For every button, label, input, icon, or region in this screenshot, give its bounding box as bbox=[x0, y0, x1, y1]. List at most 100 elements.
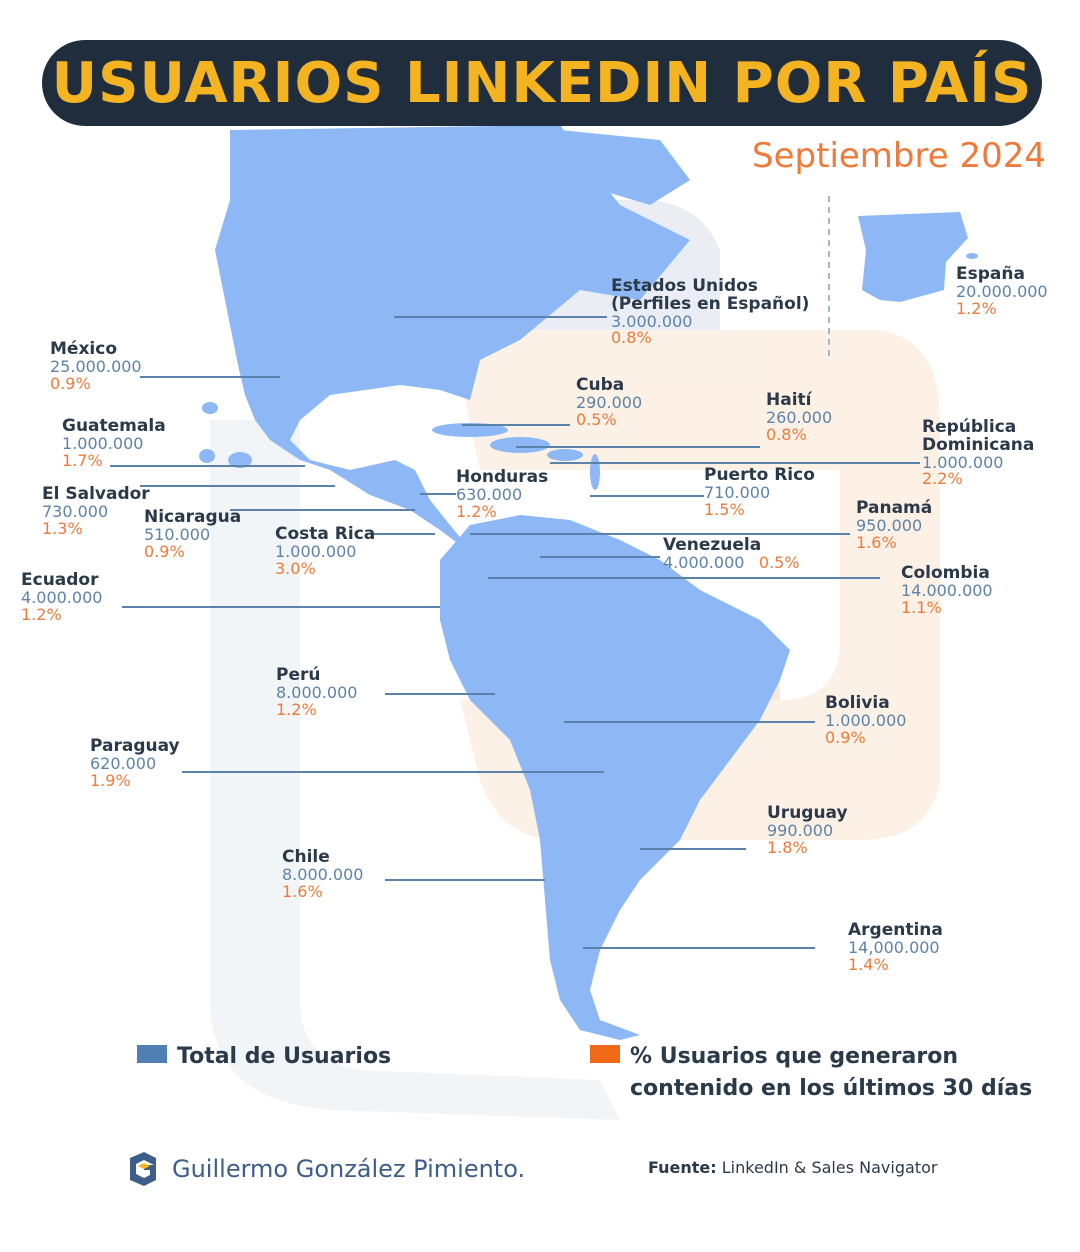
country-name: Argentina bbox=[848, 920, 943, 940]
country-pct: 1.2% bbox=[276, 699, 317, 719]
country-pct: 0.9% bbox=[825, 727, 866, 747]
page-subtitle: Septiembre 2024 bbox=[752, 136, 1046, 176]
country-name: Costa Rica bbox=[275, 524, 376, 544]
country-users: 8.000.000 bbox=[276, 682, 358, 702]
country-name-line2: (Perfiles en Español) bbox=[611, 293, 810, 314]
country-users: 290.000 bbox=[576, 392, 643, 412]
page-title: USUARIOS LINKEDIN POR PAÍS bbox=[51, 50, 1033, 116]
country-users: 1.000.000 bbox=[922, 452, 1004, 472]
source-label: Fuente: bbox=[648, 1158, 717, 1177]
country-pct: 1.6% bbox=[282, 881, 323, 901]
country-name: Bolivia bbox=[825, 693, 890, 713]
country-pct: 1.6% bbox=[856, 532, 897, 552]
country-name: Nicaragua bbox=[144, 507, 242, 527]
brand: Guillermo González Pimiento. bbox=[124, 1150, 525, 1188]
country-pct: 0.9% bbox=[50, 373, 91, 393]
country-users: 4.000.000 bbox=[21, 587, 103, 607]
country-users: 4.000.000 bbox=[663, 552, 745, 572]
legend-swatch-blue bbox=[137, 1045, 167, 1063]
country-name: Colombia bbox=[901, 563, 990, 583]
source-value: LinkedIn & Sales Navigator bbox=[721, 1158, 938, 1177]
country-pct: 1.2% bbox=[21, 604, 62, 624]
country-name: Chile bbox=[282, 847, 330, 867]
country-users: 14,000.000 bbox=[848, 937, 940, 957]
country-el-salvador: El Salvador 730.000 1.3% bbox=[42, 484, 150, 538]
country-name-line2: Dominicana bbox=[922, 434, 1035, 455]
country-chile: Chile 8.000.000 1.6% bbox=[282, 847, 364, 901]
country-pct: 2.2% bbox=[922, 469, 963, 489]
country-users: 630.000 bbox=[456, 484, 523, 504]
country-pct: 1.3% bbox=[42, 518, 83, 538]
spain-shape bbox=[858, 212, 978, 302]
country-users: 8.000.000 bbox=[282, 864, 364, 884]
country-name: República bbox=[922, 417, 1017, 437]
country-name: El Salvador bbox=[42, 484, 150, 504]
country-mexico: México 25.000.000 0.9% bbox=[50, 339, 142, 393]
country-name: Panamá bbox=[856, 498, 933, 518]
country-pct: 0.9% bbox=[144, 541, 185, 561]
country-name: Perú bbox=[276, 665, 321, 685]
country-users: 25.000.000 bbox=[50, 356, 142, 376]
country-panama: Panamá 950.000 1.6% bbox=[856, 498, 933, 552]
country-uruguay: Uruguay 990.000 1.8% bbox=[767, 803, 848, 856]
country-name: Ecuador bbox=[21, 570, 99, 590]
brand-name: Guillermo González Pimiento. bbox=[172, 1155, 526, 1183]
country-costa-rica: Costa Rica 1.000.000 3.0% bbox=[275, 524, 376, 578]
country-pct: 3.0% bbox=[275, 558, 316, 578]
country-bolivia: Bolivia 1.000.000 0.9% bbox=[825, 693, 907, 747]
source-note: Fuente: LinkedIn & Sales Navigator bbox=[648, 1158, 937, 1177]
legend-pct-users: % Usuarios que generaron contenido en lo… bbox=[590, 1041, 1032, 1105]
americas-landmass bbox=[199, 125, 790, 1040]
country-users: 3.000.000 bbox=[611, 311, 693, 331]
legend-swatch-orange bbox=[590, 1045, 620, 1063]
country-honduras: Honduras 630.000 1.2% bbox=[456, 467, 549, 521]
leader-lines bbox=[110, 316, 920, 949]
country-estados-unidos: Estados Unidos (Perfiles en Español) 3.0… bbox=[611, 276, 810, 348]
country-puerto-rico: Puerto Rico 710.000 1.5% bbox=[704, 466, 815, 519]
country-name: Haití bbox=[766, 390, 812, 410]
country-users: 730.000 bbox=[42, 501, 109, 521]
country-pct: 0.8% bbox=[766, 424, 807, 444]
country-peru: Perú 8.000.000 1.2% bbox=[276, 665, 358, 719]
country-pct: 1.1% bbox=[901, 597, 942, 617]
country-name: Honduras bbox=[456, 467, 549, 487]
country-pct: 1.5% bbox=[704, 499, 745, 519]
legend-pct-label: % Usuarios que generaron contenido en lo… bbox=[630, 1041, 1032, 1105]
country-name: Estados Unidos bbox=[611, 276, 758, 296]
country-name: Cuba bbox=[576, 375, 625, 395]
title-banner: USUARIOS LINKEDIN POR PAÍS bbox=[42, 40, 1042, 126]
country-name: México bbox=[50, 339, 117, 359]
country-name: España bbox=[956, 264, 1025, 284]
country-pct: 0.5% bbox=[758, 552, 800, 572]
country-pct: 0.5% bbox=[576, 409, 617, 429]
legend-total-label: Total de Usuarios bbox=[177, 1044, 392, 1069]
country-republica-dominicana: República Dominicana 1.000.000 2.2% bbox=[922, 417, 1035, 489]
country-ecuador: Ecuador 4.000.000 1.2% bbox=[21, 570, 103, 624]
country-users: 950.000 bbox=[856, 515, 923, 535]
country-pct: 0.8% bbox=[611, 328, 652, 348]
country-colombia: Colombia 14.000.000 1.1% bbox=[901, 563, 993, 617]
country-users: 710.000 bbox=[704, 482, 771, 502]
country-pct: 1.4% bbox=[848, 954, 889, 974]
country-pct: 1.2% bbox=[456, 501, 497, 521]
country-name: Paraguay bbox=[90, 736, 180, 756]
country-users: 14.000.000 bbox=[901, 580, 993, 600]
country-argentina: Argentina 14,000.000 1.4% bbox=[848, 920, 943, 974]
country-users: 1.000.000 bbox=[825, 710, 907, 730]
country-nicaragua: Nicaragua 510.000 0.9% bbox=[144, 507, 242, 561]
country-users: 620.000 bbox=[90, 753, 157, 773]
country-pct: 1.9% bbox=[90, 770, 131, 790]
country-name: Uruguay bbox=[767, 803, 848, 823]
country-espana: España 20.000.000 1.2% bbox=[956, 264, 1048, 317]
country-users: 20.000.000 bbox=[956, 281, 1048, 301]
country-users: 990.000 bbox=[767, 820, 834, 840]
country-users: 1.000.000 bbox=[62, 433, 144, 453]
country-users: 1.000.000 bbox=[275, 541, 357, 561]
country-paraguay: Paraguay 620.000 1.9% bbox=[90, 736, 180, 790]
country-haiti: Haití 260.000 0.8% bbox=[766, 390, 832, 444]
legend-pct-label-line1: % Usuarios que generaron bbox=[630, 1044, 958, 1069]
country-cuba: Cuba 290.000 0.5% bbox=[576, 375, 643, 429]
country-name: Guatemala bbox=[62, 416, 166, 436]
brand-logo-icon bbox=[130, 1152, 156, 1186]
